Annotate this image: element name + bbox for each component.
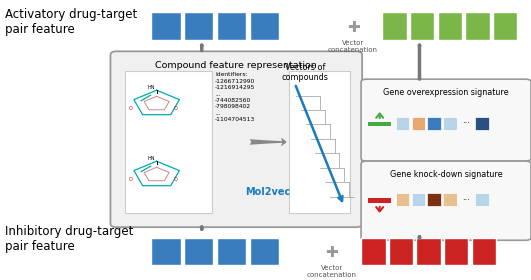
Bar — [465, 12, 490, 39]
Text: Gene knock-down signature: Gene knock-down signature — [390, 170, 502, 179]
Text: ✚: ✚ — [347, 20, 359, 35]
Text: Vector
concatenation: Vector concatenation — [307, 265, 357, 278]
Text: Gene overexpression signature: Gene overexpression signature — [383, 88, 509, 97]
Bar — [151, 12, 181, 39]
Bar — [368, 122, 391, 126]
Bar — [472, 237, 496, 265]
Bar — [396, 193, 409, 206]
Text: O: O — [129, 106, 133, 111]
Bar — [410, 12, 434, 39]
Text: HN: HN — [147, 85, 155, 90]
Text: O: O — [174, 106, 177, 111]
Text: HN: HN — [147, 156, 155, 161]
Bar — [427, 116, 441, 130]
Text: O: O — [174, 177, 177, 182]
Bar — [412, 193, 425, 206]
Bar — [396, 116, 409, 130]
Bar — [416, 237, 441, 265]
Text: ...: ... — [463, 193, 470, 202]
Bar — [217, 12, 246, 39]
Bar — [412, 116, 425, 130]
Bar — [151, 237, 181, 265]
Bar — [475, 193, 489, 206]
Bar — [438, 12, 462, 39]
Bar — [368, 199, 391, 203]
Text: Activatory drug-target
pair feature: Activatory drug-target pair feature — [5, 8, 138, 36]
FancyBboxPatch shape — [361, 161, 531, 240]
Bar — [217, 237, 246, 265]
Bar — [443, 193, 457, 206]
Bar — [427, 193, 441, 206]
Bar — [444, 237, 468, 265]
Bar — [361, 237, 386, 265]
Bar — [443, 116, 457, 130]
Text: O: O — [129, 177, 133, 182]
Bar — [125, 71, 212, 213]
Bar — [475, 116, 489, 130]
Bar — [289, 71, 350, 213]
Text: ...: ... — [463, 116, 470, 125]
Bar — [250, 237, 279, 265]
Bar — [184, 12, 213, 39]
Text: Mol2vec: Mol2vec — [245, 186, 291, 197]
Text: ✚: ✚ — [326, 245, 338, 260]
Text: Inhibitory drug-target
pair feature: Inhibitory drug-target pair feature — [5, 225, 134, 253]
Bar — [382, 12, 407, 39]
Text: Vectors of
compounds: Vectors of compounds — [282, 63, 329, 82]
Bar — [250, 12, 279, 39]
Bar — [184, 237, 213, 265]
Text: Compound feature representation: Compound feature representation — [156, 61, 317, 71]
Bar — [493, 12, 517, 39]
Bar — [389, 237, 413, 265]
Text: Vector
concatenation: Vector concatenation — [328, 39, 378, 53]
Text: Identifiers:
-1266712990
-1216914295
...
-744082560
-798098402
...
-1104704513: Identifiers: -1266712990 -1216914295 ...… — [215, 72, 255, 122]
FancyBboxPatch shape — [361, 79, 531, 161]
FancyBboxPatch shape — [110, 51, 362, 227]
